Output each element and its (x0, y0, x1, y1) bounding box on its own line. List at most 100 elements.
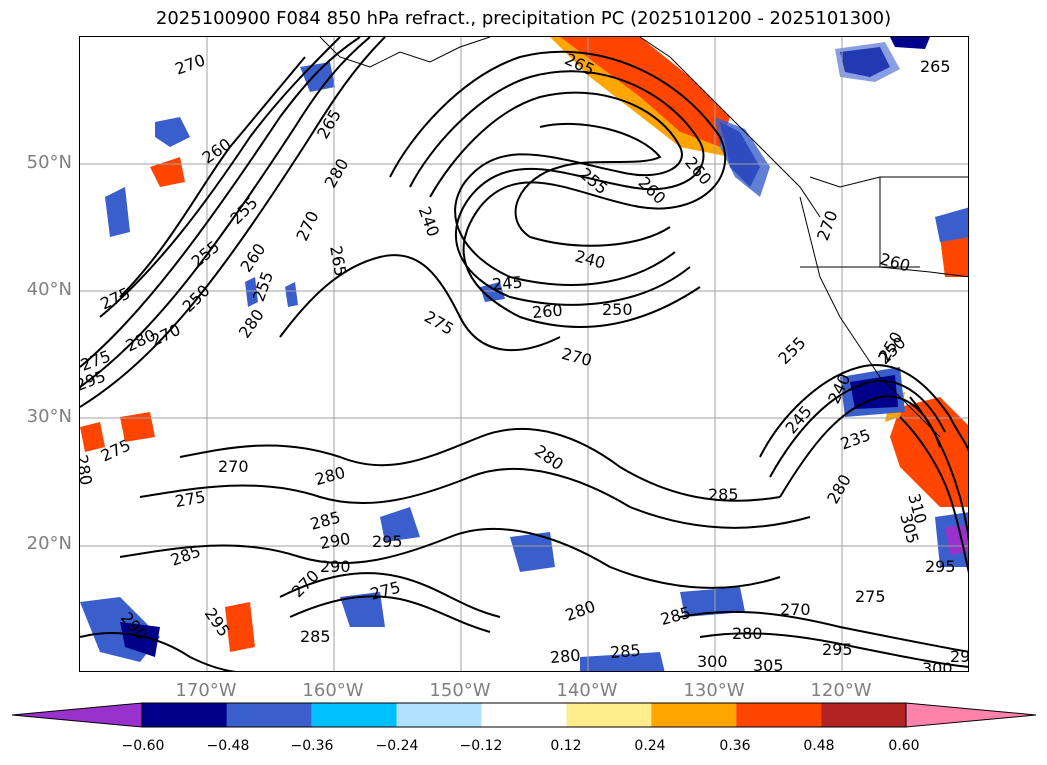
contour-line (80, 37, 371, 388)
contour-line (899, 416, 968, 573)
canada-border (809, 176, 968, 188)
lon-label-130w: 130°W (683, 680, 745, 701)
contour-label: 295 (925, 557, 956, 576)
colorbar-tick: 0.60 (888, 738, 920, 754)
contour-line (80, 37, 386, 408)
precip-patch (550, 37, 730, 157)
contour-label: 240 (573, 246, 607, 272)
contour-label-group: 270 265 260 255 280 270 260 255 250 275 … (80, 49, 968, 672)
contour-label: 260 (681, 153, 715, 189)
map-panel: 270 265 260 255 280 270 260 255 250 275 … (79, 36, 969, 672)
colorbar-segment (481, 703, 567, 727)
contour-label: 245 (782, 402, 816, 438)
coastlines (319, 37, 968, 438)
contour-line (909, 396, 968, 543)
colorbar-tick: −0.24 (375, 738, 419, 754)
precip-patch (340, 592, 385, 627)
contour-line (759, 364, 968, 458)
colorbar-segment (311, 703, 397, 727)
colorbar-tick: 0.24 (634, 738, 666, 754)
precip-patch (155, 117, 190, 147)
contour-label: 280 (563, 597, 598, 625)
precip-patch (680, 587, 745, 617)
colorbar-tick: −0.36 (290, 738, 334, 754)
contour-label: 285 (300, 627, 331, 646)
colorbar-tick: 0.36 (719, 738, 751, 754)
refractivity-contours (80, 37, 968, 671)
colorbar-segment (566, 703, 652, 727)
contour-line (80, 632, 236, 671)
colorbar-tick: 0.48 (803, 738, 835, 754)
contour-label: 285 (308, 508, 342, 534)
contour-label: 255 (774, 333, 809, 368)
contour-label: 270 (560, 344, 594, 370)
lat-label-30n: 30°N (26, 406, 72, 427)
contour-label: 285 (658, 603, 692, 629)
precip-patch (225, 602, 255, 652)
contour-label: 295 (822, 640, 853, 659)
contour-line (289, 595, 491, 633)
contour-label: 280 (531, 441, 567, 474)
contour-label: 260 (236, 240, 269, 276)
contour-label: 275 (173, 487, 206, 511)
contour-line (99, 37, 341, 318)
contour-label: 260 (531, 301, 563, 323)
contour-label: 240 (415, 204, 443, 239)
precip-patch (835, 42, 900, 82)
precip-patch (890, 37, 930, 49)
contour-label: 270 (292, 208, 322, 244)
colorbar-segments (12, 702, 1036, 728)
precip-patch (245, 277, 258, 307)
lat-label-20n: 20°N (26, 533, 72, 554)
contour-label: 280 (313, 463, 347, 489)
graticule (80, 37, 968, 671)
contour-line (119, 527, 781, 589)
contour-label: 265 (313, 106, 345, 142)
colorbar-segment (736, 703, 822, 727)
contour-label: 270 (148, 320, 184, 350)
contour-label: 260 (634, 173, 669, 208)
contour-label: 245 (491, 273, 523, 295)
contour-label: 280 (321, 155, 353, 191)
contour-label: 270 (288, 566, 323, 601)
contour-label: 250 (602, 300, 633, 319)
contour-label: 275 (855, 587, 886, 606)
precip-patch (120, 622, 160, 657)
us-west-coast (799, 196, 941, 438)
precip-patch (560, 37, 730, 147)
precip-shading (80, 37, 968, 671)
contour-label: 235 (838, 425, 873, 453)
lat-label-50n: 50°N (26, 152, 72, 173)
contour-label: 300 (697, 652, 728, 671)
colorbar-tick: 0.12 (550, 738, 582, 754)
contour-label: 280 (80, 453, 96, 486)
contour-label: 280 (549, 646, 581, 668)
contour-line (279, 254, 561, 352)
map-title: 2025100900 F084 850 hPa refract., precip… (155, 8, 892, 29)
precip-patch (480, 282, 505, 302)
contour-label: 305 (753, 656, 784, 672)
contour-label: 300 (922, 659, 953, 672)
contour-label: 265 (326, 244, 350, 277)
lon-label-120w: 120°W (810, 680, 872, 701)
contour-label: 280 (235, 306, 268, 342)
contour-label: 270 (780, 600, 811, 619)
contour-label: 275 (421, 307, 457, 339)
precip-patch (105, 187, 130, 237)
colorbar-segment (226, 703, 312, 727)
contour-label: 280 (823, 471, 855, 507)
contour-label: 285 (708, 485, 739, 504)
colorbar-tick: −0.48 (206, 738, 250, 754)
precip-patch (380, 507, 420, 542)
colorbar-segment (396, 703, 482, 727)
lon-label-170w: 170°W (175, 680, 237, 701)
lon-label-150w: 150°W (429, 680, 491, 701)
precip-patch (285, 282, 298, 307)
precip-patch (150, 157, 185, 187)
contour-label: 255 (226, 193, 261, 228)
contour-label: 285 (609, 641, 641, 663)
colorbar-outline (141, 702, 907, 728)
contour-label: 260 (878, 249, 912, 275)
precip-patch (120, 412, 155, 442)
contour-line (699, 632, 968, 668)
